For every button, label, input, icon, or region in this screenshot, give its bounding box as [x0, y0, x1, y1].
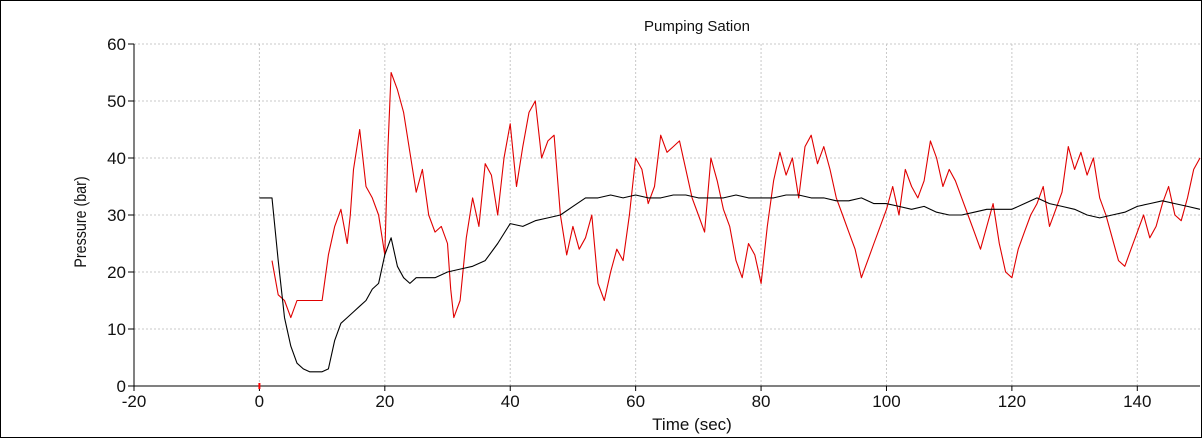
- x-tick-label: 40: [501, 392, 520, 411]
- plot-axes: [128, 43, 1200, 391]
- x-tick-label: 140: [1123, 392, 1151, 411]
- x-tick-label: 0: [255, 392, 264, 411]
- x-tick-label: 60: [626, 392, 645, 411]
- y-tick-label: 10: [107, 320, 126, 339]
- y-tick-label: 30: [107, 206, 126, 225]
- x-tick-label: 80: [752, 392, 771, 411]
- y-tick-label: 20: [107, 263, 126, 282]
- x-tick-label: 100: [872, 392, 900, 411]
- x-tick-label: 20: [375, 392, 394, 411]
- series-lines: [259, 71, 1201, 373]
- y-tick-label: 60: [107, 35, 126, 54]
- y-axis-label: Pressure (bar): [72, 176, 90, 267]
- y-tick-label: 50: [107, 92, 126, 111]
- chart-title: Pumping Sation: [644, 18, 750, 35]
- x-tick-label: -20: [122, 392, 147, 411]
- y-tick-label: 40: [107, 149, 126, 168]
- series-line-2: [259, 194, 1201, 373]
- series-line-1: [271, 71, 1201, 319]
- x-axis-label: Time (sec): [652, 415, 732, 434]
- x-tick-label: 120: [998, 392, 1026, 411]
- y-tick-label: 0: [117, 377, 126, 396]
- grid-lines: [134, 43, 1200, 386]
